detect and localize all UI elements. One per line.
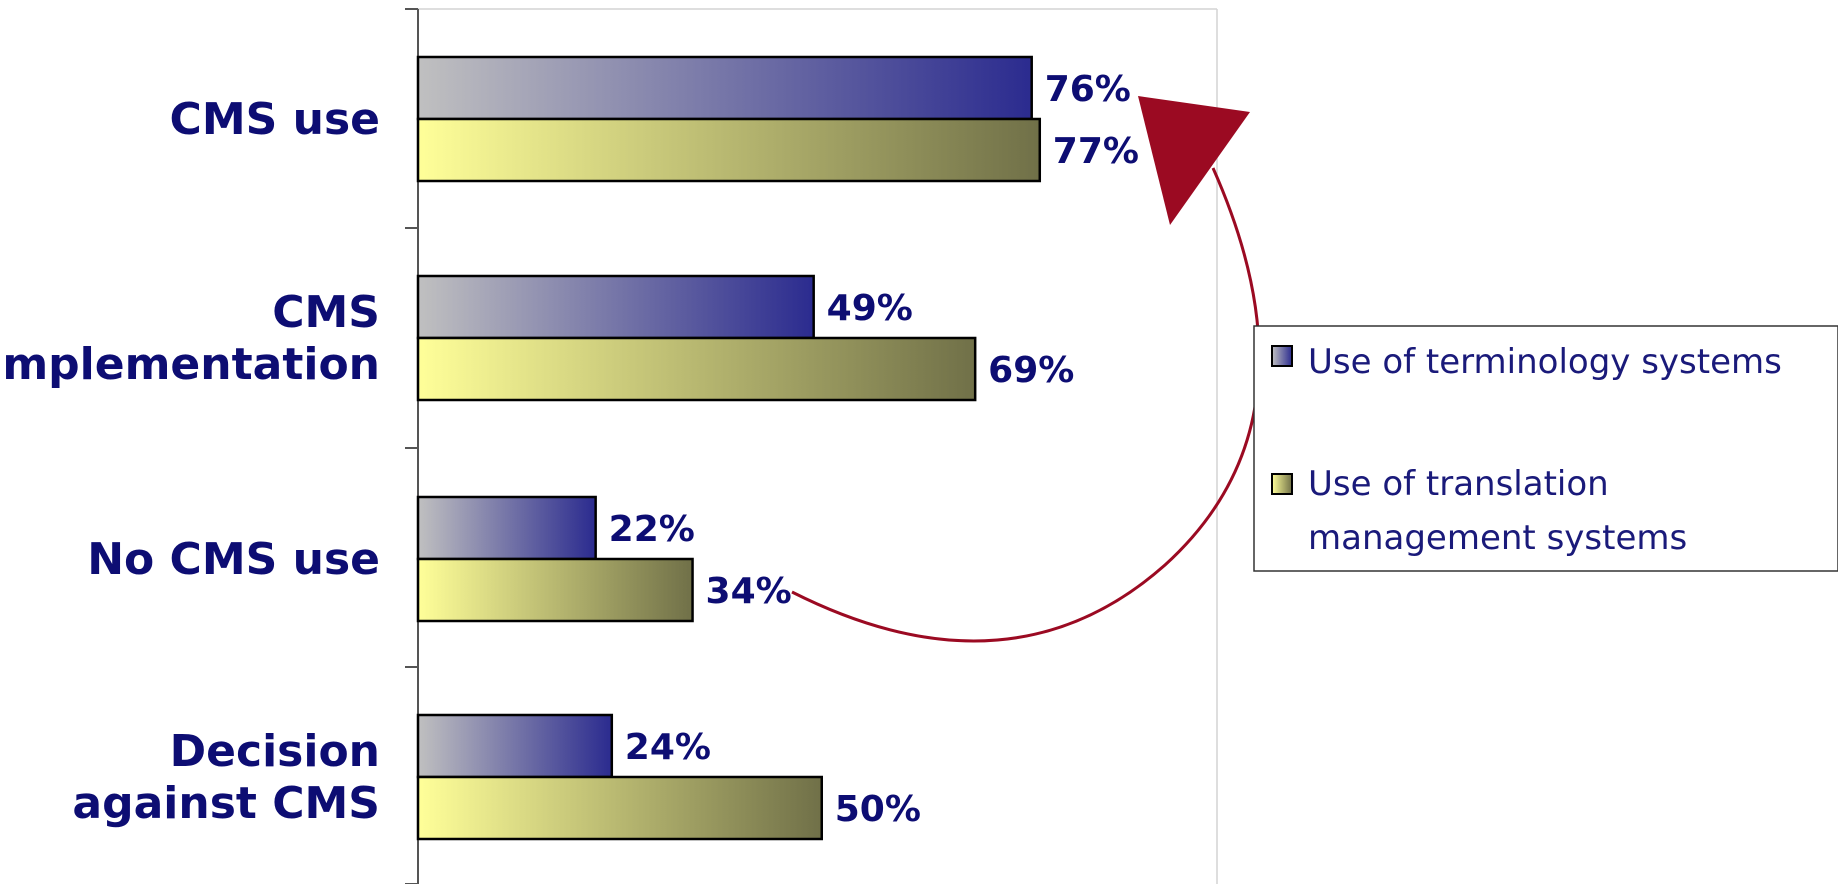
- category-label: CMS: [272, 287, 380, 338]
- bar-terminology-2: [416, 495, 597, 561]
- legend: Use of terminology systems Use of transla…: [1253, 325, 1838, 572]
- category-label: against CMS: [72, 778, 380, 829]
- category-label: implementation: [0, 339, 380, 390]
- annotation-arrow-curve: [791, 167, 1261, 643]
- legend-label: Use of terminology systems: [1308, 342, 1782, 382]
- bar-translation-3: [416, 775, 823, 841]
- category-label: Decision: [170, 726, 380, 777]
- legend-box: [1253, 325, 1838, 572]
- value-label: 22%: [609, 509, 695, 550]
- value-label: 34%: [706, 571, 792, 612]
- value-label: 69%: [988, 350, 1074, 391]
- value-labels: 76% 49% 22% 24% 77% 69% 34% 50%: [609, 69, 1139, 830]
- y-axis-ticks: [405, 8, 418, 884]
- bars: [416, 55, 1042, 841]
- value-label: 77%: [1053, 131, 1139, 172]
- legend-swatch-terminology: [1271, 345, 1293, 367]
- bar-translation-1: [416, 336, 977, 402]
- bar-terminology-3: [416, 713, 614, 779]
- bar-terminology-1: [416, 274, 815, 340]
- bar-translation-2: [416, 557, 694, 623]
- bar-terminology-0: [416, 55, 1033, 121]
- legend-label: Use of translation: [1308, 464, 1609, 504]
- category-label: CMS use: [170, 94, 380, 145]
- annotation-arrow: [791, 96, 1261, 643]
- value-label: 24%: [625, 727, 711, 768]
- legend-label: management systems: [1308, 518, 1687, 558]
- value-label: 76%: [1045, 69, 1131, 110]
- annotation-arrow-head: [1138, 96, 1250, 225]
- legend-swatch-translation: [1271, 473, 1293, 495]
- category-label: No CMS use: [87, 534, 380, 585]
- value-label: 49%: [827, 288, 913, 329]
- bar-translation-0: [416, 117, 1042, 183]
- value-label: 50%: [835, 789, 921, 830]
